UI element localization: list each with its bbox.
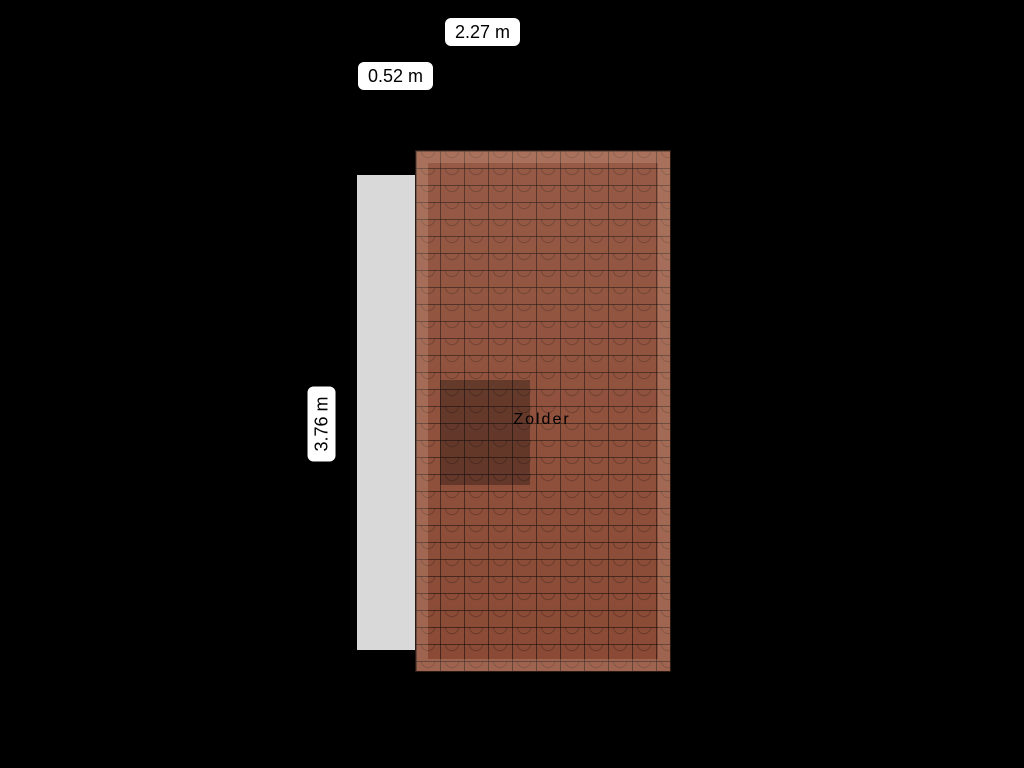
flat-roof — [357, 175, 421, 650]
room-label-zolder: Zolder — [513, 411, 570, 429]
floorplan-canvas: Zolder 2.27 m 0.52 m 3.76 m — [0, 0, 1024, 768]
dimension-left-side: 3.76 m — [308, 386, 336, 461]
roof-skylight — [440, 380, 530, 485]
dimension-top-left: 0.52 m — [358, 62, 433, 90]
dimension-top-right: 2.27 m — [445, 18, 520, 46]
